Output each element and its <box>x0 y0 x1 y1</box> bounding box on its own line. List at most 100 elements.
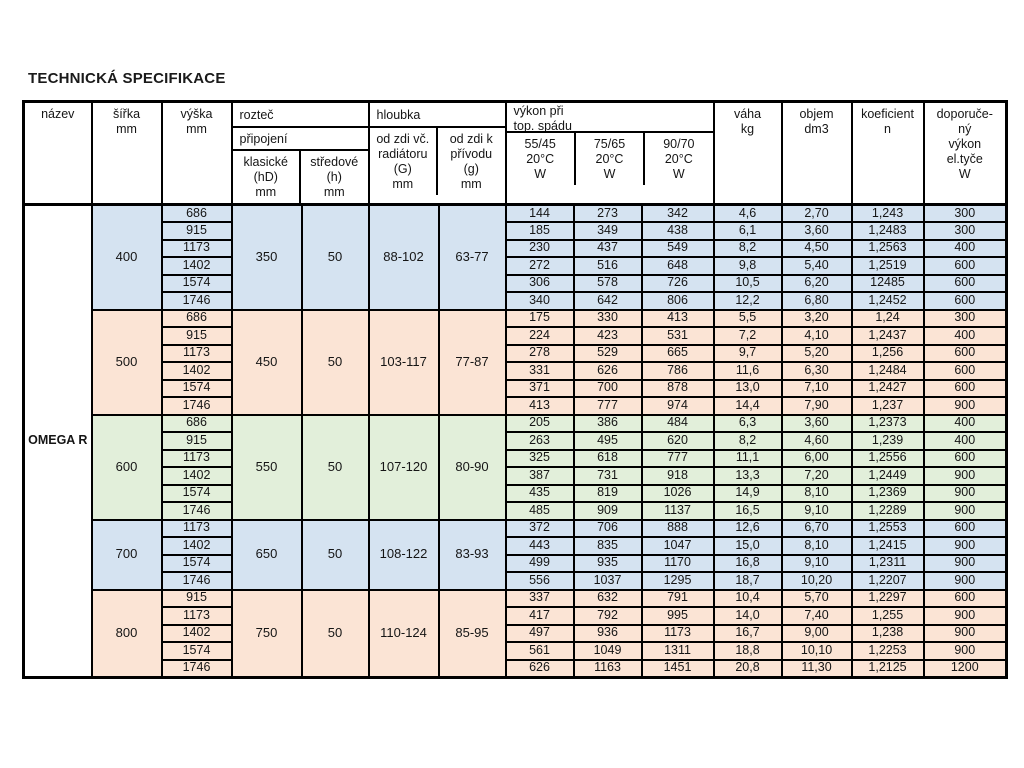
table-row: 1746 626 1163 1451 20,8 11,30 1,2125 1200 <box>23 658 1008 678</box>
weight-cell: 12,6 <box>712 518 783 538</box>
volume-cell: 3,60 <box>780 221 853 241</box>
header-row: název šířka mm výška mm <box>22 100 1008 206</box>
recommended-power-cell: 600 <box>922 518 1008 538</box>
recommended-power-cell: 600 <box>922 291 1008 311</box>
power-9070-cell: 1311 <box>640 641 715 661</box>
coefficient-cell: 1,2452 <box>850 291 925 311</box>
header-koeficient-label: koeficient <box>861 107 914 121</box>
header-pripojeni-label: připojení <box>233 128 367 151</box>
weight-cell: 9,8 <box>712 256 783 276</box>
depth-from-wall-incl-cell: 110-124 <box>367 588 440 678</box>
height-cell: 1173 <box>160 518 233 538</box>
power-5545-cell: 325 <box>504 448 575 468</box>
table-row: 1173 417 792 995 14,0 7,40 1,255 900 <box>23 606 1008 626</box>
power-9070-cell: 531 <box>640 326 715 346</box>
table-row: OMEGA R 400 686 350 50 88-102 63-77 144 273 342 4,… <box>22 203 1008 678</box>
recommended-power-cell: 300 <box>922 221 1008 241</box>
volume-cell: 9,00 <box>780 623 853 643</box>
recommended-power-cell: 600 <box>922 448 1008 468</box>
weight-cell: 16,5 <box>712 501 783 521</box>
power-5545-cell: 340 <box>504 291 575 311</box>
header-od-zdi-vc-sub: (G) <box>393 162 412 176</box>
power-7565-cell: 349 <box>572 221 643 241</box>
weight-cell: 14,9 <box>712 483 783 503</box>
volume-cell: 9,10 <box>780 501 853 521</box>
recommended-power-cell: 900 <box>922 606 1008 626</box>
power-7565-cell: 706 <box>572 518 643 538</box>
height-cell: 1574 <box>160 273 233 293</box>
header-doporuceny-line1: doporuče- <box>936 107 993 121</box>
power-9070-cell: 888 <box>640 518 715 538</box>
header-od-zdi-k-cell: od zdi k přívodu (g) mm <box>438 128 504 195</box>
power-9070-cell: 1170 <box>640 553 715 573</box>
header-hloubka-group: hloubka od zdi vč. radiátoru (G) mm od z… <box>367 100 507 206</box>
page-title: TECHNICKÁ SPECIFIKACE <box>28 70 226 87</box>
recommended-power-cell: 900 <box>922 501 1008 521</box>
table-row: 1173 278 529 665 9,7 5,20 1,256 600 <box>23 343 1008 363</box>
table-row: 1746 556 1037 1295 18,7 10,20 1,2207 900 <box>23 571 1008 591</box>
header-klasicke-sub: (hD) <box>253 170 278 184</box>
power-7565-cell: 909 <box>572 501 643 521</box>
header-stredove-unit: mm <box>323 185 345 199</box>
weight-cell: 8,2 <box>712 431 783 451</box>
power-5545-cell: 413 <box>504 396 575 416</box>
depth-from-wall-incl-cell: 107-120 <box>367 413 440 521</box>
power-5545-cell: 499 <box>504 553 575 573</box>
coefficient-cell: 1,2556 <box>850 448 925 468</box>
recommended-power-cell: 400 <box>922 413 1008 433</box>
power-9070-cell: 1295 <box>640 571 715 591</box>
header-klasicke-label: klasické <box>243 155 288 169</box>
power-9070-cell: 777 <box>640 448 715 468</box>
volume-cell: 7,10 <box>780 378 853 398</box>
header-vaha-cell: váha kg <box>712 100 783 206</box>
power-7565-cell: 700 <box>572 378 643 398</box>
volume-cell: 10,10 <box>780 641 853 661</box>
power-9070-cell: 1173 <box>640 623 715 643</box>
table-row: 1402 272 516 648 9,8 5,40 1,2519 600 <box>23 256 1008 276</box>
pitch-central-cell: 50 <box>300 308 370 416</box>
header-vaha-label: váha <box>733 107 762 121</box>
recommended-power-cell: 900 <box>922 396 1008 416</box>
coefficient-cell: 1,2207 <box>850 571 925 591</box>
power-9070-cell: 995 <box>640 606 715 626</box>
table-row: 915 185 349 438 6,1 3,60 1,2483 300 <box>23 221 1008 241</box>
volume-cell: 11,30 <box>780 658 853 678</box>
power-9070-cell: 1137 <box>640 501 715 521</box>
coefficient-cell: 1,24 <box>850 308 925 328</box>
coefficient-cell: 1,2437 <box>850 326 925 346</box>
volume-cell: 7,20 <box>780 466 853 486</box>
height-cell: 1746 <box>160 291 233 311</box>
header-od-zdi-vc-cell: od zdi vč. radiátoru (G) mm <box>371 128 439 195</box>
height-cell: 1402 <box>160 256 233 276</box>
header-vyska-cell: výška mm <box>160 100 233 206</box>
table-row: 600 686 550 50 107-120 80-90 205 386 484 6,3 3,60 1… <box>23 413 1008 521</box>
volume-cell: 4,10 <box>780 326 853 346</box>
depth-from-wall-incl-cell: 108-122 <box>367 518 440 591</box>
power-7565-cell: 437 <box>572 238 643 258</box>
weight-cell: 20,8 <box>712 658 783 678</box>
header-doporuceny-cell: doporuče- ný výkon el.tyče W <box>922 100 1008 206</box>
width-cell: 800 <box>90 588 163 678</box>
weight-cell: 13,0 <box>712 378 783 398</box>
table-row: 700 1173 650 50 108-122 83-93 372 706 888 12,6 6,7… <box>23 518 1008 591</box>
header-od-zdi-k-line2: přívodu <box>450 147 493 161</box>
power-5545-cell: 278 <box>504 343 575 363</box>
coefficient-cell: 1,239 <box>850 431 925 451</box>
table-row: 915 224 423 531 7,2 4,10 1,2437 400 <box>23 326 1008 346</box>
height-cell: 1746 <box>160 396 233 416</box>
power-9070-cell: 726 <box>640 273 715 293</box>
header-od-zdi-vc-unit: mm <box>392 177 414 191</box>
weight-cell: 6,3 <box>712 413 783 433</box>
power-5545-cell: 230 <box>504 238 575 258</box>
header-temp-7565-cell: 75/65 20°C W <box>576 133 646 185</box>
recommended-power-cell: 900 <box>922 553 1008 573</box>
table-row: 1173 325 618 777 11,1 6,00 1,2556 600 <box>23 448 1008 468</box>
power-5545-cell: 144 <box>504 203 575 223</box>
coefficient-cell: 1,2415 <box>850 536 925 556</box>
header-koeficient-unit: n <box>884 122 891 136</box>
coefficient-cell: 1,2311 <box>850 553 925 573</box>
header-od-zdi-k-unit: mm <box>460 177 482 191</box>
power-9070-cell: 665 <box>640 343 715 363</box>
height-cell: 1402 <box>160 623 233 643</box>
coefficient-cell: 1,2484 <box>850 361 925 381</box>
